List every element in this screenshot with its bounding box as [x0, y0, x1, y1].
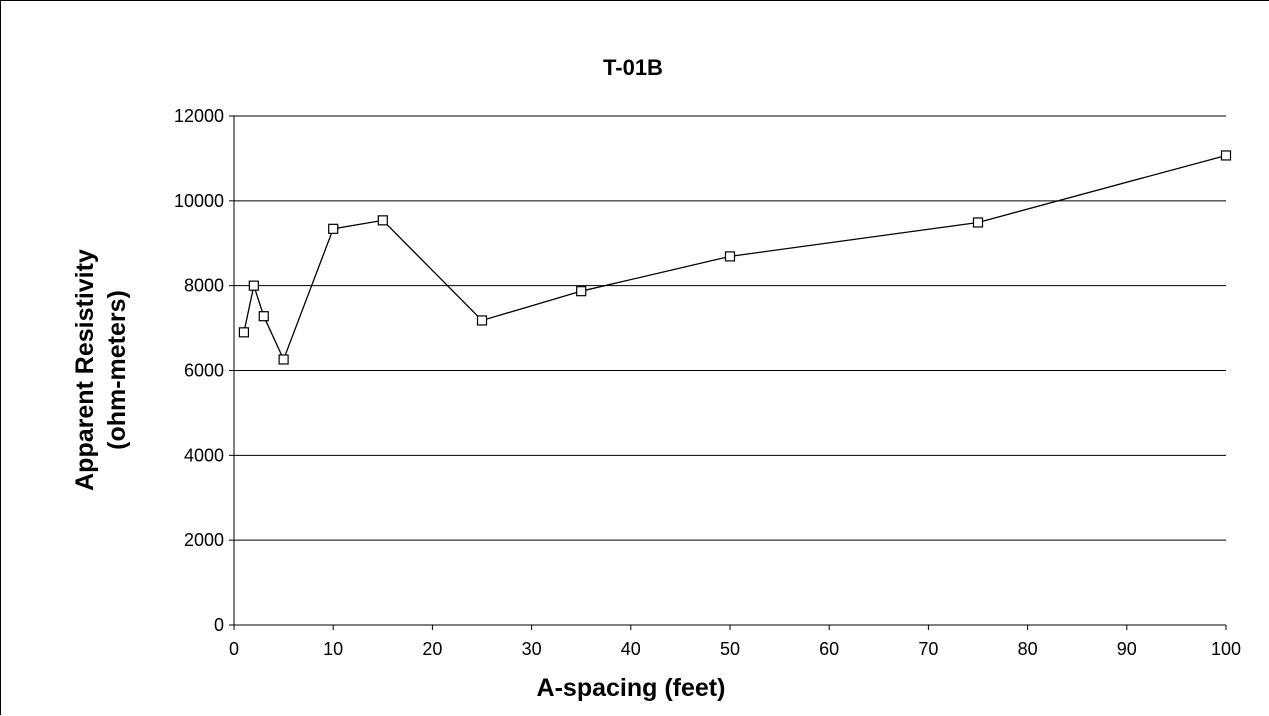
y-tick-label: 12000 [174, 106, 224, 126]
data-point [1220, 150, 1232, 161]
x-tick-label: 40 [621, 639, 641, 659]
data-point [328, 223, 339, 234]
y-tick-label: 10000 [174, 191, 224, 211]
x-tick-label: 90 [1117, 639, 1137, 659]
data-point [377, 215, 388, 226]
x-tick-label: 50 [720, 639, 740, 659]
tick-labels: 0 2000 4000 6000 8000 10000 12000 0 10 20 30 40 50 60… [174, 106, 1241, 659]
x-tick-label: 20 [422, 639, 442, 659]
axes [229, 115, 1227, 630]
y-axis-title-line-1: Apparent Resistivity [71, 249, 99, 491]
x-tick-label: 30 [522, 639, 542, 659]
data-point [724, 251, 736, 262]
data-series [238, 150, 1232, 365]
y-tick-label: 2000 [184, 530, 224, 550]
y-tick-label: 6000 [184, 361, 224, 381]
x-tick-label: 60 [819, 639, 839, 659]
y-tick-label: 0 [214, 615, 224, 635]
x-tick-label: 70 [918, 639, 938, 659]
y-axis-title-line-2: (ohm-meters) [103, 290, 131, 450]
gridlines [234, 115, 1226, 541]
x-axis-title: A-spacing (feet) [537, 674, 726, 702]
data-point [238, 327, 250, 338]
data-point [576, 286, 587, 297]
data-point [972, 217, 984, 228]
x-tick-label: 0 [229, 639, 239, 659]
y-tick-label: 4000 [184, 445, 224, 465]
x-tick-label: 10 [323, 639, 343, 659]
y-tick-label: 8000 [184, 276, 224, 296]
data-point [258, 311, 269, 322]
x-tick-label: 100 [1211, 639, 1241, 659]
data-point [278, 354, 289, 365]
chart-title: T-01B [603, 55, 663, 80]
data-point [248, 280, 259, 291]
data-point [476, 315, 488, 326]
x-tick-label: 80 [1018, 639, 1038, 659]
